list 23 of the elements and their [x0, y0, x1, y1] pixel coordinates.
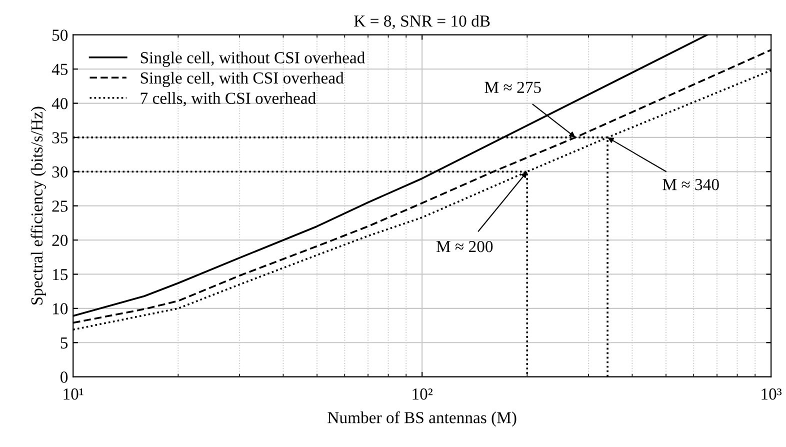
y-axis-title: Spectral efficiency (bits/s/Hz): [30, 106, 46, 305]
x-tick-label: 10²: [412, 388, 433, 400]
chart-title: K = 8, SNR = 10 dB: [354, 14, 490, 30]
legend-label: 7 cells, with CSI overhead: [140, 92, 316, 106]
x-tick-label: 10¹: [64, 388, 84, 400]
y-tick-label: 0: [60, 372, 68, 383]
legend-label: Single cell, with CSI overhead: [140, 72, 344, 88]
legend-label: Single cell, without CSI overhead: [140, 52, 365, 67]
y-tick-label: 10: [53, 303, 68, 314]
annotation: M ≈ 275: [484, 82, 541, 94]
y-tick-label: 15: [53, 269, 68, 280]
y-tick-label: 45: [52, 64, 68, 76]
y-tick-label: 25: [52, 200, 68, 212]
y-tick-label: 40: [52, 98, 68, 110]
annotation: M ≈ 340: [662, 178, 719, 190]
x-axis-title: Number of BS antennas (M): [328, 411, 516, 427]
y-tick-label: 5: [60, 337, 68, 349]
annotation: M ≈ 200: [436, 240, 493, 252]
y-tick-label: 35: [52, 132, 68, 144]
y-tick-label: 20: [52, 234, 68, 246]
x-tick-label: 10³: [762, 388, 782, 400]
y-tick-label: 30: [52, 166, 68, 178]
y-tick-label: 50: [52, 30, 68, 41]
